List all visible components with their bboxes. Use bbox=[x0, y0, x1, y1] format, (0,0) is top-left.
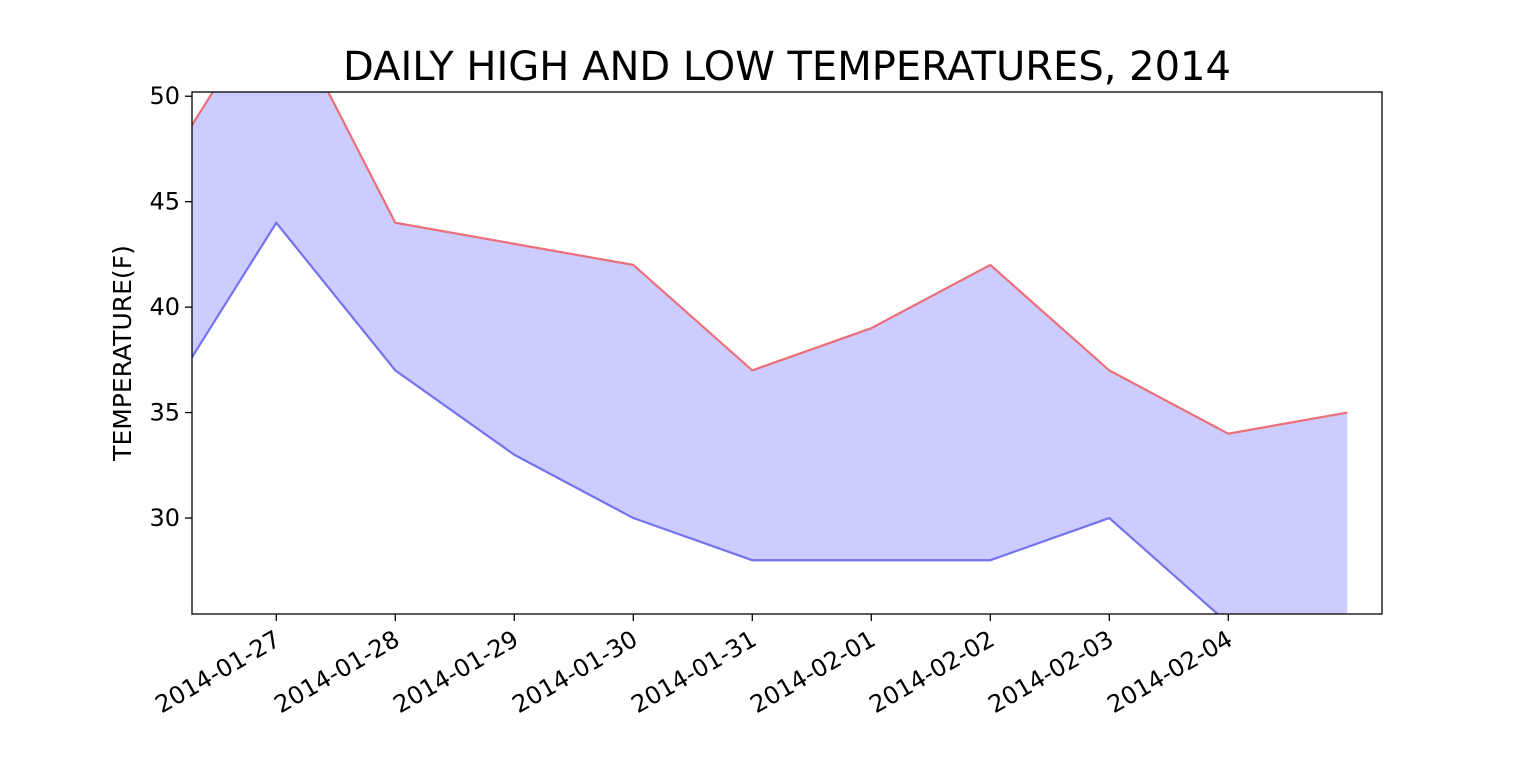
range-fill bbox=[192, 92, 1348, 614]
series-line bbox=[192, 92, 1348, 435]
y-tick-label: 40 bbox=[149, 293, 180, 321]
y-tick-label: 30 bbox=[149, 504, 180, 532]
y-tick-label: 35 bbox=[149, 399, 180, 427]
y-tick-label: 45 bbox=[149, 188, 180, 216]
y-axis-label: TEMPERATURE(F) bbox=[108, 245, 137, 462]
chart-title: DAILY HIGH AND LOW TEMPERATURES, 2014 bbox=[343, 44, 1231, 90]
series-line bbox=[192, 220, 1220, 614]
plot-area bbox=[192, 92, 1348, 614]
plot-frame bbox=[191, 91, 1383, 615]
y-tick-label: 50 bbox=[149, 82, 180, 110]
